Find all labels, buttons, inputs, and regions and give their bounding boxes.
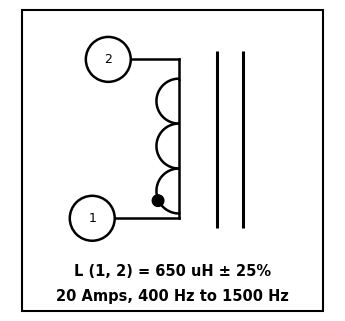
Text: L (1, 2) = 650 uH ± 25%: L (1, 2) = 650 uH ± 25% bbox=[74, 264, 271, 279]
Circle shape bbox=[152, 195, 164, 206]
Text: 1: 1 bbox=[88, 212, 96, 225]
Text: 20 Amps, 400 Hz to 1500 Hz: 20 Amps, 400 Hz to 1500 Hz bbox=[56, 290, 289, 304]
Text: 2: 2 bbox=[105, 53, 112, 66]
